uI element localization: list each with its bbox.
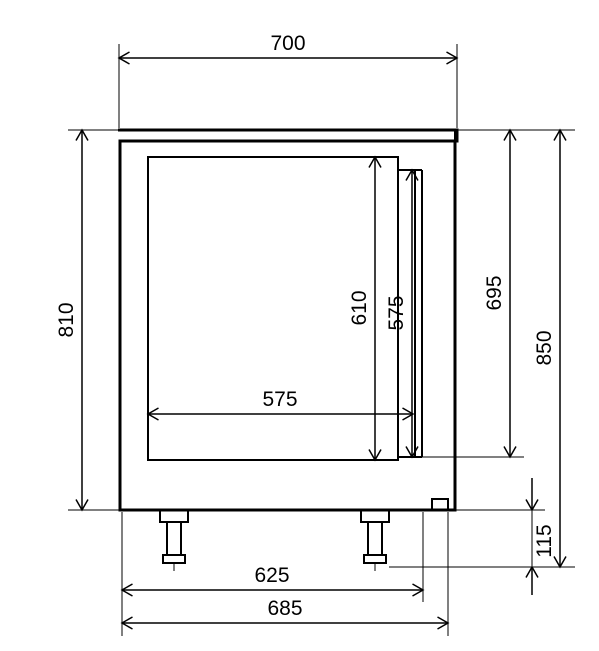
dim-left-810: 810 (55, 130, 120, 510)
dim-label: 685 (267, 597, 302, 620)
dim-label: 610 (348, 290, 371, 325)
dim-right-850: 850 (389, 130, 575, 567)
dim-label: 115 (533, 524, 556, 557)
dim-inner-575w: 575 (148, 388, 413, 460)
dim-label: 625 (254, 564, 289, 587)
dim-label: 575 (385, 295, 408, 330)
dim-label: 700 (270, 32, 305, 55)
dim-label: 850 (533, 330, 556, 365)
dim-right-695: 695 (422, 130, 575, 457)
dim-right-115: 115 (455, 478, 556, 595)
dim-label: 695 (483, 275, 506, 310)
dim-label: 810 (55, 302, 78, 337)
dim-top-700: 700 (119, 32, 457, 128)
dim-label: 575 (262, 388, 297, 411)
